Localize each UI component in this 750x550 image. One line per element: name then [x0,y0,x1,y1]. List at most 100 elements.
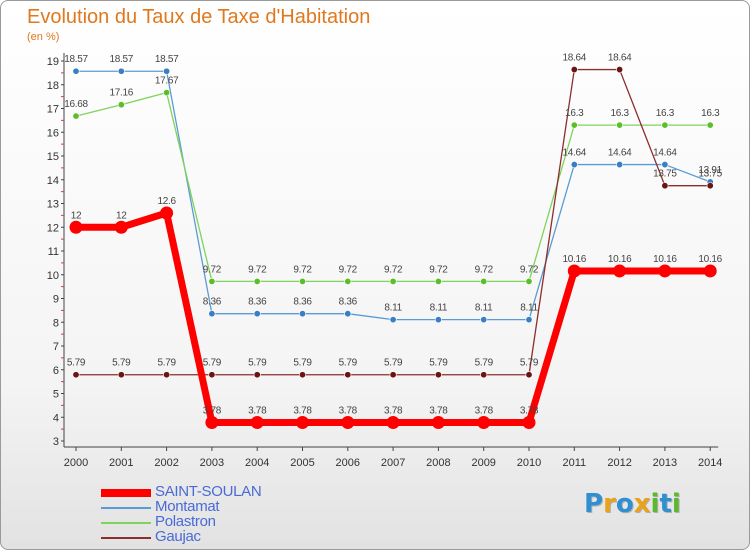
legend-swatch [101,537,151,539]
data-label-saint-soulan: 3.78 [429,405,448,416]
data-point-saint-soulan [160,206,174,220]
proxiti-logo: Proxiti [584,489,681,519]
data-point-saint-soulan [386,415,400,429]
data-label-gaujac: 13.75 [698,169,722,180]
x-tick-label: 2002 [154,457,178,469]
y-tick-label: 17 [47,104,59,116]
y-tick-label: 5 [53,389,59,401]
x-tick-label: 2011 [562,457,586,469]
data-point-saint-soulan [431,415,445,429]
data-label-polastron: 9.72 [203,264,222,275]
logo-letter: x [633,489,651,519]
data-point-polastron [72,112,80,120]
data-label-gaujac: 5.79 [248,358,267,369]
data-label-montamat: 18.57 [64,54,88,65]
y-tick-label: 10 [47,270,59,282]
data-point-gaujac [298,371,306,379]
x-tick-label: 2007 [381,457,405,469]
data-point-gaujac [163,371,171,379]
x-tick-label: 2005 [290,457,314,469]
data-label-gaujac: 13.75 [653,169,677,180]
data-label-polastron: 16.3 [701,108,720,119]
data-point-polastron [570,121,578,129]
y-tick-label: 14 [47,175,59,187]
chart-title: Evolution du Taux de Taxe d'Habitation [27,6,371,28]
data-label-gaujac: 18.64 [608,53,632,64]
logo-letter: o [615,489,634,519]
data-label-montamat: 14.64 [563,148,587,159]
data-point-polastron [117,101,125,109]
data-point-saint-soulan [296,415,309,429]
chart-unit-label: (en %) [27,31,60,43]
data-point-gaujac [344,371,352,379]
data-label-montamat: 8.36 [339,297,358,308]
data-label-saint-soulan: 3.78 [384,405,403,416]
y-tick-label: 15 [47,151,59,163]
data-label-montamat: 8.36 [293,297,312,308]
data-label-polastron: 16.3 [610,108,629,119]
data-point-montamat [434,316,442,324]
data-label-gaujac: 5.79 [112,358,131,369]
data-point-saint-soulan [250,415,264,429]
data-label-gaujac: 5.79 [157,358,176,369]
data-point-saint-soulan [205,415,219,429]
data-label-polastron: 16.3 [565,108,584,119]
y-tick-label: 8 [53,317,59,329]
data-point-montamat [616,161,624,169]
data-point-polastron [253,277,261,285]
data-point-polastron [434,277,442,285]
data-label-gaujac: 5.79 [293,358,312,369]
data-point-montamat [72,67,80,75]
legend-swatch [101,507,151,509]
data-label-polastron: 9.72 [475,264,494,275]
legend-swatch [101,522,151,524]
y-tick-label: 18 [47,80,59,92]
data-point-gaujac [389,371,397,379]
y-tick-label: 11 [48,246,59,258]
data-label-montamat: 14.64 [653,148,677,159]
data-label-polastron: 9.72 [429,264,448,275]
logo-letter: P [584,489,604,519]
data-point-montamat [117,67,125,75]
data-label-montamat: 18.57 [155,54,179,65]
data-point-polastron [344,277,352,285]
data-point-saint-soulan [703,264,717,278]
data-point-montamat [253,310,261,318]
x-tick-label: 2001 [109,457,133,469]
legend-label: Gaujac [155,528,201,545]
data-label-montamat: 14.64 [608,148,632,159]
data-point-gaujac [117,371,125,379]
data-point-gaujac [706,182,714,190]
data-label-montamat: 8.11 [430,303,448,314]
x-tick-label: 2013 [653,457,677,469]
data-label-gaujac: 5.79 [429,358,448,369]
logo-letter: i [671,489,681,519]
data-label-polastron: 9.72 [520,264,539,275]
data-label-polastron: 17.67 [155,76,179,87]
data-point-montamat [389,316,397,324]
data-point-gaujac [208,371,216,379]
x-tick-label: 2008 [426,457,450,469]
data-label-polastron: 9.72 [384,264,403,275]
data-label-saint-soulan: 3.78 [203,405,222,416]
data-label-saint-soulan: 10.16 [563,254,587,265]
data-point-gaujac [616,66,624,74]
y-tick-label: 7 [53,341,59,353]
y-tick-label: 12 [47,222,59,234]
data-point-montamat [570,161,578,169]
x-tick-label: 2003 [200,457,224,469]
data-label-saint-soulan: 12.6 [157,196,176,207]
x-tick-label: 2006 [336,457,360,469]
data-label-montamat: 8.11 [520,303,538,314]
y-tick-label: 16 [47,127,59,139]
data-label-polastron: 9.72 [248,264,267,275]
data-label-polastron: 9.72 [293,264,312,275]
data-point-gaujac [525,371,533,379]
data-label-montamat: 8.36 [203,297,222,308]
data-point-saint-soulan [69,220,83,234]
data-point-polastron [661,121,669,129]
x-tick-label: 2000 [64,457,88,469]
data-point-montamat [661,161,669,169]
